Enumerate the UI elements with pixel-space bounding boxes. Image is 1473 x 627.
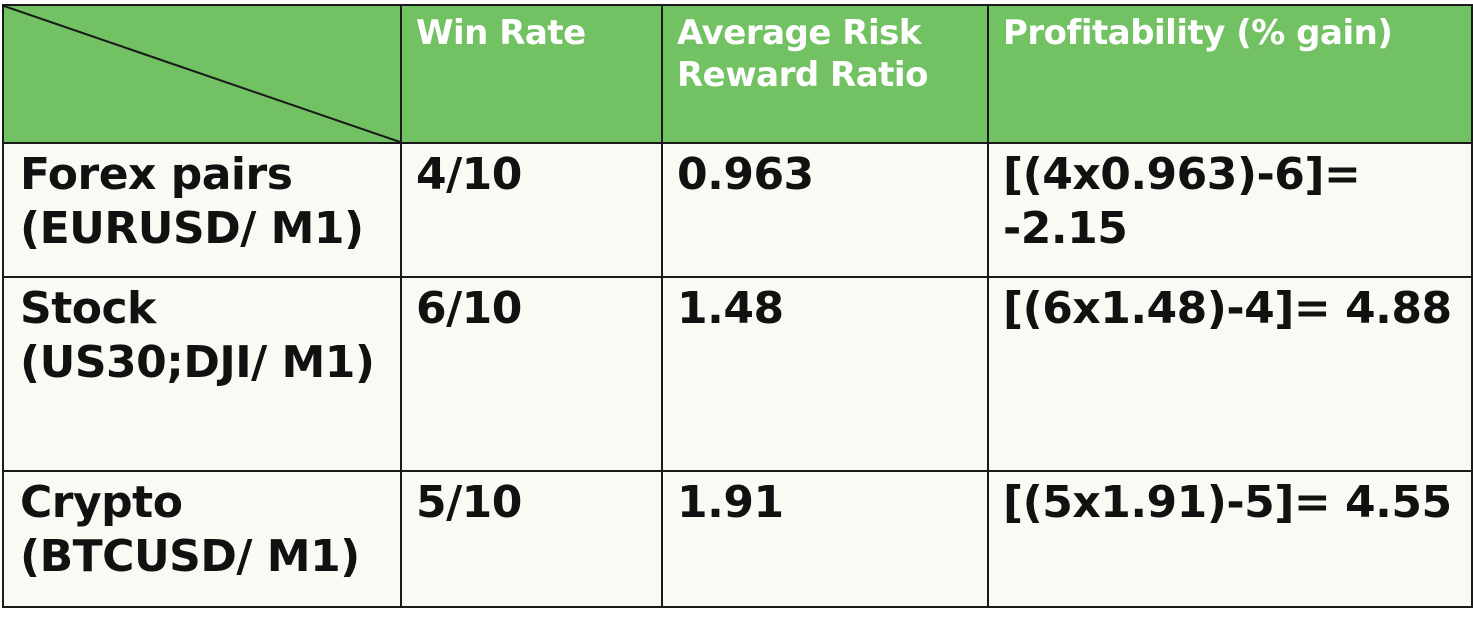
profitability-cell: [(5x1.91)-5]= 4.55 xyxy=(987,470,1473,608)
row-label: Forex pairs (EURUSD/ M1) xyxy=(2,142,402,278)
row-label: Stock (US30;DJI/ M1) xyxy=(2,276,402,472)
header-profitability: Profitability (% gain) xyxy=(987,4,1473,144)
comparison-table: Win Rate Average Risk Reward Ratio Profi… xyxy=(2,4,1473,608)
risk-reward-cell: 1.48 xyxy=(661,276,989,472)
header-win-rate: Win Rate xyxy=(400,4,663,144)
comparison-table-container: Win Rate Average Risk Reward Ratio Profi… xyxy=(2,4,1473,608)
win-rate-cell: 5/10 xyxy=(400,470,663,608)
row-label: Crypto (BTCUSD/ M1) xyxy=(2,470,402,608)
table-row: Stock (US30;DJI/ M1) 6/10 1.48 [(6x1.48)… xyxy=(2,276,1473,472)
win-rate-cell: 6/10 xyxy=(400,276,663,472)
corner-cell xyxy=(2,4,402,144)
table-row: Forex pairs (EURUSD/ M1) 4/10 0.963 [(4x… xyxy=(2,142,1473,278)
risk-reward-cell: 0.963 xyxy=(661,142,989,278)
header-risk-reward: Average Risk Reward Ratio xyxy=(661,4,989,144)
diagonal-divider xyxy=(5,7,399,141)
profitability-cell: [(4x0.963)-6]= -2.15 xyxy=(987,142,1473,278)
table-row: Crypto (BTCUSD/ M1) 5/10 1.91 [(5x1.91)-… xyxy=(2,470,1473,608)
win-rate-cell: 4/10 xyxy=(400,142,663,278)
profitability-cell: [(6x1.48)-4]= 4.88 xyxy=(987,276,1473,472)
risk-reward-cell: 1.91 xyxy=(661,470,989,608)
header-row: Win Rate Average Risk Reward Ratio Profi… xyxy=(2,4,1473,144)
